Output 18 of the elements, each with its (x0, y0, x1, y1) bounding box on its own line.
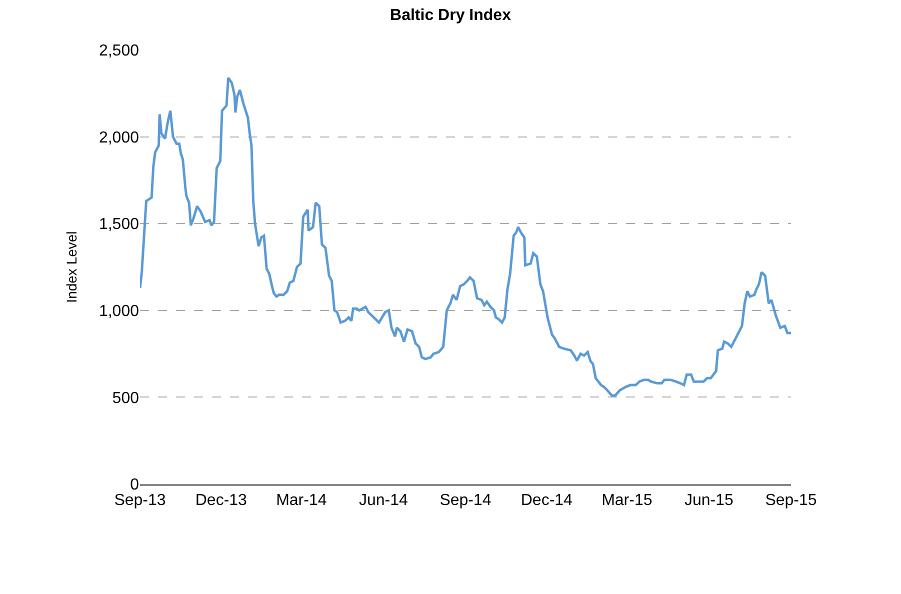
x-tick-label: Sep-14 (440, 492, 492, 509)
y-tick-label: 2,000 (98, 129, 140, 146)
y-axis-title: Index Level (64, 231, 80, 303)
x-tick-label: Sep-13 (114, 492, 166, 509)
y-tick-label: 2,500 (98, 42, 140, 60)
x-tick-label: Jun-14 (359, 492, 408, 509)
line-series (140, 76, 791, 397)
y-tick-label: 0 (130, 476, 140, 494)
x-tick-label: Dec-14 (520, 492, 573, 509)
x-tick-label: Mar-14 (276, 492, 327, 509)
y-tick-label: 1,500 (98, 216, 140, 234)
chart-title: Baltic Dry Index (390, 7, 512, 24)
y-tick-label: 1,000 (98, 303, 140, 320)
x-tick-label: Mar-15 (602, 492, 652, 509)
x-tick-label: Sep-15 (765, 492, 817, 509)
x-tick-label: Dec-13 (195, 492, 248, 509)
x-tick-label: Jun-15 (684, 492, 734, 509)
y-tick-label: 500 (112, 390, 140, 407)
